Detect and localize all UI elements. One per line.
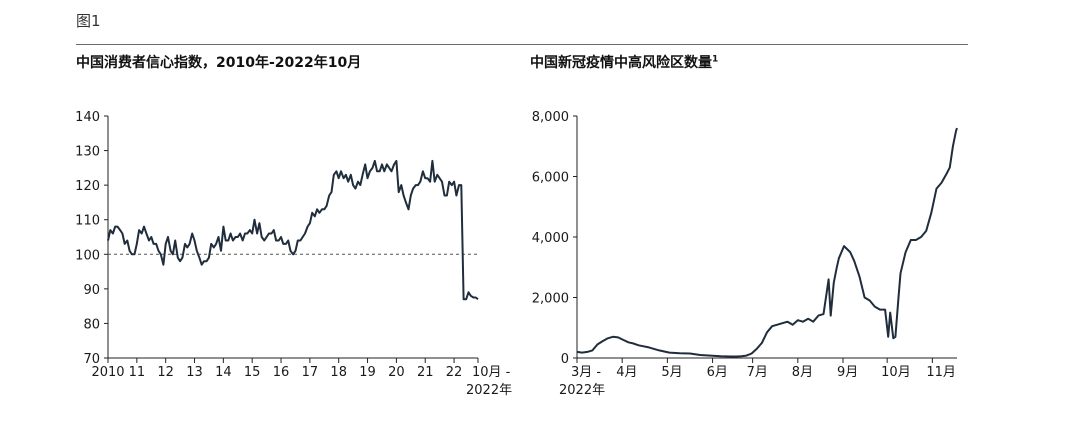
top-divider <box>76 44 968 45</box>
x-tick-label: 9月 <box>837 365 858 380</box>
x-tick-label: 22 <box>446 365 463 380</box>
x-tick-label: 21 <box>417 365 434 380</box>
right-chart-title-text: 中国新冠疫情中高风险区数量 <box>530 55 712 71</box>
x-tick-label: 2010 <box>91 365 124 380</box>
right-chart-title: 中国新冠疫情中高风险区数量1 <box>530 52 718 72</box>
right-chart-title-footnote: 1 <box>712 54 719 65</box>
series-line <box>576 127 958 358</box>
y-tick-label: 0 <box>561 352 569 367</box>
x-end-label-month: 10月 - <box>472 365 511 380</box>
y-tick-label: 120 <box>75 179 100 194</box>
x-tick-label: 11 <box>129 365 146 380</box>
x-tick-label: 18 <box>330 365 347 380</box>
x-tick-label: 8月 <box>792 365 813 380</box>
x-tick-label: 13 <box>186 365 203 380</box>
y-tick-label: 4,000 <box>532 231 569 246</box>
x-tick-label: 4月 <box>616 365 637 380</box>
x-tick-label: 19 <box>359 365 376 380</box>
figure-label: 图1 <box>76 12 101 30</box>
x-tick-label: 20 <box>388 365 405 380</box>
y-tick-label: 100 <box>75 248 100 263</box>
y-tick-label: 140 <box>75 110 100 125</box>
y-tick-label: 110 <box>75 214 100 229</box>
x-tick-label: 6月 <box>707 365 728 380</box>
y-tick-label: 80 <box>83 317 100 332</box>
x-start-sublabel: 2022年 <box>559 383 605 398</box>
x-tick-label: 16 <box>273 365 290 380</box>
y-tick-label: 130 <box>75 145 100 160</box>
x-tick-label: 7月 <box>747 365 768 380</box>
y-tick-label: 8,000 <box>532 110 569 125</box>
y-tick-label: 90 <box>83 283 100 298</box>
x-tick-label: 10月 <box>881 365 911 380</box>
left-chart-title: 中国消费者信心指数，2010年-2022年10月 <box>76 55 362 71</box>
x-tick-label: 11月 <box>926 365 956 380</box>
x-tick-label: 5月 <box>661 365 682 380</box>
y-tick-label: 6,000 <box>532 171 569 186</box>
x-tick-label: 15 <box>244 365 261 380</box>
x-tick-label: 3月 - <box>571 365 601 380</box>
x-tick-label: 12 <box>157 365 174 380</box>
x-tick-label: 14 <box>215 365 232 380</box>
y-tick-label: 2,000 <box>532 292 569 307</box>
y-tick-label: 70 <box>83 352 100 367</box>
x-tick-label: 17 <box>302 365 319 380</box>
x-end-label-year: 2022年 <box>466 383 512 398</box>
series-line <box>107 159 479 301</box>
